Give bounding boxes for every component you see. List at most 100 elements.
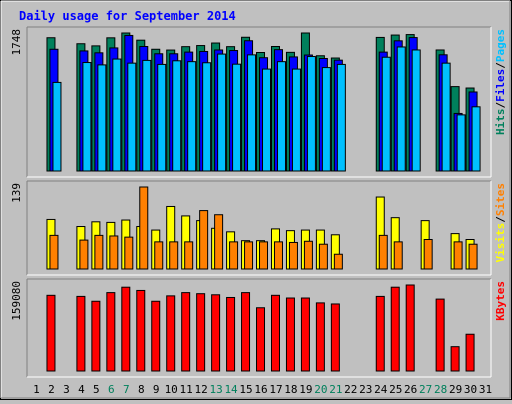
- bar-sites-day-4: [79, 239, 89, 270]
- bar-kbytes-day-21: [330, 303, 340, 372]
- legend-entry: Visits: [494, 223, 507, 263]
- day-label: 27: [419, 383, 432, 396]
- day-label: 28: [434, 383, 447, 396]
- legend-entry: KBytes: [494, 281, 507, 321]
- bar-sites-day-25: [393, 241, 403, 270]
- bar-sites-day-7: [124, 236, 134, 270]
- bar-sites-day-20: [318, 243, 328, 270]
- panel-kbytes: 159080 KBytes: [10, 278, 507, 378]
- day-label: 20: [314, 383, 327, 396]
- chart-title: Daily usage for September 2014: [19, 9, 236, 23]
- day-label: 23: [359, 383, 372, 396]
- bar-pages-day-19: [306, 56, 316, 172]
- legend-entry: Files: [494, 69, 507, 102]
- bar-pages-day-16: [262, 68, 272, 172]
- day-label: 2: [48, 383, 55, 396]
- day-label: 30: [464, 383, 477, 396]
- day-label: 14: [224, 383, 238, 396]
- bar-kbytes-day-16: [256, 307, 266, 372]
- bar-sites-day-13: [214, 214, 224, 270]
- day-label: 26: [404, 383, 417, 396]
- bar-sites-day-11: [184, 241, 194, 270]
- bar-kbytes-day-13: [211, 294, 221, 372]
- bar-pages-day-2: [52, 81, 62, 172]
- bar-pages-day-6: [112, 58, 122, 172]
- legend-entry: Sites: [494, 183, 507, 216]
- day-label: 8: [138, 383, 145, 396]
- bar-pages-day-26: [411, 49, 421, 172]
- bar-kbytes-day-2: [46, 294, 56, 372]
- bar-sites-day-15: [244, 241, 254, 270]
- bar-pages-day-25: [396, 46, 406, 172]
- bar-sites-day-19: [303, 240, 313, 270]
- bar-sites-day-30: [468, 243, 478, 270]
- bar-kbytes-day-4: [76, 295, 86, 372]
- bar-pages-day-7: [127, 62, 137, 172]
- bar-kbytes-day-6: [106, 292, 116, 372]
- bar-pages-day-13: [217, 53, 227, 172]
- bar-kbytes-day-20: [315, 302, 325, 372]
- day-label: 17: [269, 383, 282, 396]
- x-axis-day-labels: 1 2 3 4 5 6 7 8 9 10 11 12 13 14 15 16 17 18 19 20 21 22 23 24 2…: [33, 383, 492, 396]
- bar-pages-day-11: [187, 61, 197, 172]
- bar-pages-day-9: [157, 63, 167, 172]
- legend-entry: Hits: [494, 109, 507, 136]
- bar-kbytes-day-9: [151, 300, 161, 372]
- bar-kbytes-day-7: [121, 286, 131, 372]
- day-label: 16: [254, 383, 267, 396]
- bar-pages-day-24: [381, 56, 391, 172]
- bar-pages-day-17: [276, 61, 286, 172]
- bar-pages-day-29: [456, 114, 466, 172]
- panel-visits_sites: 139 Visits/Sites: [10, 180, 507, 276]
- bar-sites-day-18: [288, 241, 298, 270]
- day-label: 18: [284, 383, 297, 396]
- bar-kbytes-day-8: [136, 289, 146, 372]
- panel-legend: KBytes: [494, 281, 507, 321]
- day-label: 21: [329, 383, 342, 396]
- bar-kbytes-day-18: [285, 297, 295, 372]
- day-label: 12: [195, 383, 208, 396]
- bar-kbytes-day-25: [390, 286, 400, 372]
- day-label: 31: [479, 383, 492, 396]
- bar-pages-day-8: [142, 59, 152, 172]
- bar-kbytes-day-5: [91, 300, 101, 372]
- day-label: 6: [108, 383, 115, 396]
- bar-kbytes-day-14: [226, 296, 236, 372]
- panel-legend: Visits/Sites: [494, 183, 507, 263]
- day-label: 25: [389, 383, 402, 396]
- bar-kbytes-day-30: [465, 333, 475, 372]
- panel-max-label: 1748: [10, 29, 23, 56]
- bar-sites-day-27: [423, 239, 433, 270]
- bar-kbytes-day-12: [196, 293, 206, 372]
- day-label: 3: [63, 383, 70, 396]
- day-label: 29: [449, 383, 462, 396]
- bar-sites-day-8: [139, 186, 149, 270]
- bar-kbytes-day-24: [375, 295, 385, 372]
- bar-sites-day-6: [109, 235, 119, 270]
- bar-pages-day-5: [97, 64, 107, 172]
- day-label: 19: [299, 383, 312, 396]
- bar-pages-day-28: [441, 62, 451, 172]
- bar-kbytes-day-15: [241, 292, 251, 372]
- day-label: 7: [123, 383, 130, 396]
- day-label: 1: [33, 383, 40, 396]
- day-label: 9: [153, 383, 160, 396]
- bar-sites-day-9: [154, 241, 164, 270]
- legend-entry: /: [494, 62, 507, 69]
- panel-max-label: 159080: [10, 281, 23, 321]
- day-label: 5: [93, 383, 100, 396]
- bar-kbytes-day-17: [270, 294, 280, 372]
- day-label: 11: [180, 383, 193, 396]
- day-label: 4: [78, 383, 85, 396]
- chart-panels: 1748Hits/Files/Pages139Visits/Sites15908…: [10, 26, 507, 378]
- panel-max-label: 139: [10, 183, 23, 203]
- bar-kbytes-day-11: [181, 292, 191, 372]
- bar-pages-day-10: [172, 60, 182, 172]
- legend-entry: /: [494, 102, 507, 109]
- bar-pages-day-18: [291, 68, 301, 172]
- bar-sites-day-16: [259, 241, 269, 270]
- bar-pages-day-4: [82, 62, 92, 172]
- bar-sites-day-10: [169, 241, 179, 270]
- day-label: 10: [165, 383, 178, 396]
